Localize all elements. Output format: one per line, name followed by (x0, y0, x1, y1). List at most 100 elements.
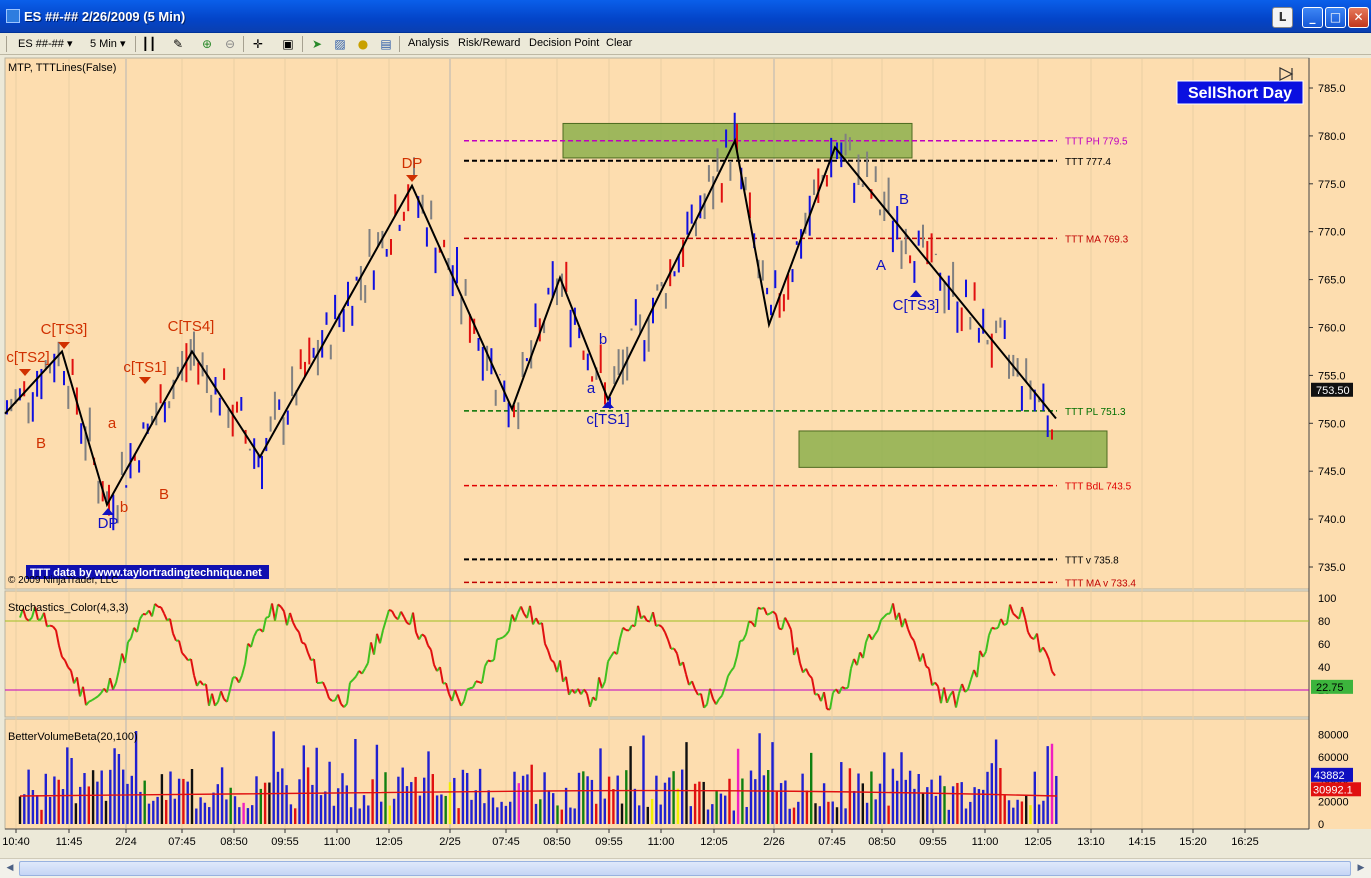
stoch-segment (772, 610, 777, 616)
ttt-level-label: TTT 777.4 (1065, 157, 1111, 168)
stoch-segment (169, 618, 174, 634)
stoch-segment (964, 688, 969, 693)
chart-svg[interactable]: TTT PH 779.5 TTT 777.4 TTT MA 769.3 TTT PL … (2, 56, 1371, 858)
stoch-segment (736, 640, 741, 657)
stoch-segment (913, 640, 918, 652)
stochastics-panel[interactable] (4, 590, 1310, 718)
bar-type-icon[interactable]: ┃┃ (141, 37, 157, 51)
stoch-segment (1018, 606, 1023, 620)
l-button[interactable]: L (1272, 7, 1293, 28)
price-tick-label: 770.0 (1318, 227, 1346, 239)
swing-annotation: a (587, 380, 596, 397)
pencil-icon[interactable]: ✎ (172, 37, 184, 51)
play-icon[interactable] (1279, 67, 1294, 81)
scroll-right-icon[interactable]: ▶ (1357, 863, 1365, 873)
swing-annotation: C[TS3] (41, 321, 88, 338)
zoom-in-icon[interactable]: ⊕ (201, 37, 213, 51)
stoch-segment (970, 669, 975, 680)
swing-annotation: b (599, 331, 607, 348)
volume-avg-label: 30992.1 (1313, 784, 1353, 796)
stoch-segment (541, 622, 546, 644)
stoch-segment (391, 610, 396, 618)
stoch-segment (619, 627, 624, 639)
stoch-segment (76, 677, 81, 697)
zoom-out-icon[interactable]: ⊖ (224, 37, 236, 51)
ttt-level-label: TTT PH 779.5 (1065, 137, 1128, 148)
stoch-segment (1051, 670, 1056, 677)
stoch-segment (34, 606, 39, 620)
stoch-segment (58, 645, 63, 658)
stoch-segment (337, 694, 342, 705)
swing-annotation: c[TS1] (586, 411, 629, 428)
time-tick-label: 12:05 (375, 836, 403, 848)
triangle-down-icon (19, 369, 31, 376)
stoch-segment (475, 680, 480, 684)
stoch-segment (115, 669, 120, 684)
interval-selector[interactable]: 5 Min ▾ (90, 37, 126, 50)
price-tick-label: 735.0 (1318, 562, 1346, 574)
scroll-thumb[interactable] (19, 861, 1351, 876)
stoch-segment (403, 616, 408, 624)
stoch-segment (1012, 612, 1017, 618)
close-button[interactable]: ✕ (1348, 7, 1369, 28)
stoch-segment (226, 689, 231, 703)
sellshort-day-text: SellShort Day (1188, 85, 1292, 102)
stoch-segment (130, 627, 135, 639)
time-tick-label: 09:55 (595, 836, 623, 848)
coin-icon[interactable]: ● (357, 37, 369, 51)
time-tick-label: 11:45 (56, 836, 83, 848)
instrument-selector[interactable]: ES ##-## ▾ (18, 37, 72, 50)
stoch-segment (616, 638, 621, 655)
properties-icon[interactable]: ▣ (282, 37, 294, 51)
title-bar: ES ##-## 2/26/2009 (5 Min) L _ □ ✕ (0, 0, 1371, 33)
stoch-segment (430, 649, 435, 665)
stoch-segment (304, 643, 309, 654)
stoch-segment (397, 611, 402, 620)
stoch-tick-label: 40 (1318, 662, 1330, 674)
stoch-segment (922, 653, 927, 667)
maximize-button[interactable]: □ (1325, 7, 1346, 28)
strategies-icon[interactable]: ➤ (311, 37, 323, 51)
stoch-segment (634, 605, 639, 627)
stoch-segment (673, 647, 678, 654)
minimize-button[interactable]: _ (1302, 7, 1323, 28)
stoch-segment (457, 697, 462, 707)
stoch-segment (127, 637, 132, 643)
stoch-segment (595, 677, 600, 701)
menu-risk-reward[interactable]: Risk/Reward (458, 37, 521, 49)
stoch-segment (256, 628, 261, 632)
stoch-segment (796, 647, 801, 664)
stoch-segment (400, 611, 405, 618)
chart-area[interactable]: TTT PH 779.5 TTT 777.4 TTT MA 769.3 TTT PL … (2, 56, 1371, 858)
time-tick-label: 14:15 (1128, 836, 1156, 848)
scroll-left-icon[interactable]: ◀ (6, 863, 14, 873)
separator (302, 36, 303, 52)
stoch-segment (754, 607, 759, 627)
stoch-segment (784, 617, 789, 624)
ttt-level-label: TTT BdL 743.5 (1065, 482, 1132, 493)
stoch-segment (424, 636, 429, 646)
stoch-segment (1042, 646, 1047, 653)
stoch-segment (319, 681, 324, 684)
menu-analysis[interactable]: Analysis (408, 37, 449, 49)
menu-clear[interactable]: Clear (606, 37, 633, 49)
stoch-segment (880, 616, 885, 621)
stoch-segment (628, 624, 633, 631)
indicators-icon[interactable]: ▨ (334, 37, 346, 51)
stoch-segment (1048, 659, 1053, 672)
horizontal-scrollbar[interactable]: ◀ ▶ (0, 858, 1371, 878)
stoch-segment (799, 662, 804, 673)
stoch-segment (67, 666, 72, 672)
menu-decision-point[interactable]: Decision Point (529, 37, 600, 49)
stoch-segment (22, 608, 27, 619)
data-box-icon[interactable]: ▤ (380, 37, 392, 51)
stoch-segment (361, 668, 366, 675)
stoch-segment (652, 611, 657, 627)
toolbar-grip (6, 36, 7, 52)
price-tick-label: 745.0 (1318, 466, 1346, 478)
crosshair-icon[interactable]: ✛ (252, 37, 264, 51)
stoch-segment (550, 658, 555, 664)
triangle-up-icon (602, 401, 614, 408)
last-price-label: 753.50 (1316, 385, 1350, 397)
stoch-segment (892, 603, 897, 621)
